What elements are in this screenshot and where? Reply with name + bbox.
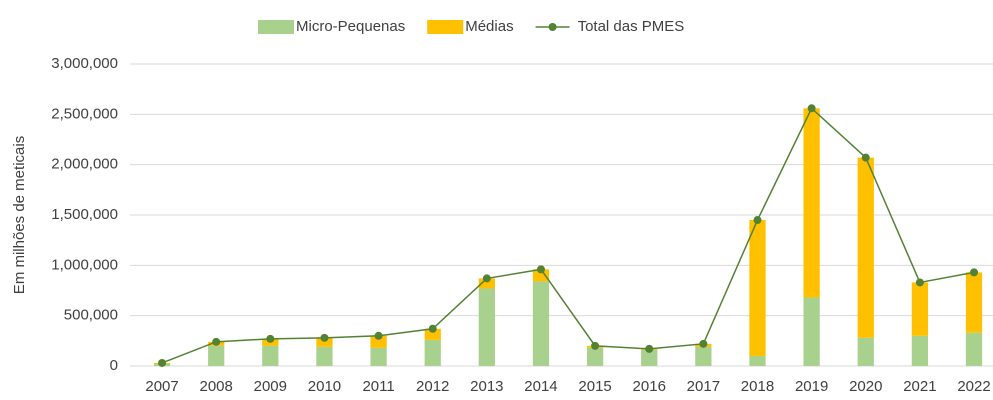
- line-marker: [266, 334, 275, 343]
- bar-segment: [424, 339, 441, 366]
- x-tick-label: 2022: [957, 378, 990, 395]
- bar-segment: [803, 297, 820, 366]
- y-tick-label: 1,500,000: [51, 206, 118, 223]
- bar-segment: [965, 272, 983, 333]
- bar-segment: [370, 347, 387, 366]
- x-tick-label: 2015: [578, 378, 611, 395]
- legend-label: Médias: [465, 18, 513, 35]
- line-marker: [645, 344, 654, 353]
- y-tick-label: 3,000,000: [51, 55, 118, 72]
- legend-label: Micro-Pequenas: [296, 18, 405, 35]
- x-tick-label: 2021: [903, 378, 936, 395]
- x-tick-label: 2014: [524, 378, 557, 395]
- bar-segment: [641, 349, 658, 366]
- x-tick-label: 2017: [687, 378, 720, 395]
- line-marker: [320, 333, 329, 342]
- bar-segment: [478, 288, 495, 366]
- bar-segment: [586, 347, 604, 366]
- line-marker: [482, 274, 491, 283]
- x-tick-label: 2016: [633, 378, 666, 395]
- bar-segment: [695, 346, 712, 366]
- line-marker: [807, 104, 816, 113]
- legend-swatch: [258, 20, 294, 34]
- bar-segment: [262, 345, 279, 366]
- line-marker: [374, 331, 383, 340]
- x-tick-label: 2012: [416, 378, 449, 395]
- bar-segment: [316, 337, 333, 347]
- x-tick-label: 2013: [470, 378, 503, 395]
- x-tick-label: 2008: [200, 378, 233, 395]
- bar-segment: [532, 281, 550, 366]
- line-marker: [536, 265, 545, 274]
- bar-segment: [532, 269, 550, 282]
- y-tick-label: 0: [110, 357, 118, 374]
- x-tick-label: 2007: [145, 378, 178, 395]
- x-tick-label: 2010: [308, 378, 341, 395]
- line: [161, 107, 975, 364]
- x-tick-label: 2018: [741, 378, 774, 395]
- y-tick-label: 500,000: [64, 307, 118, 324]
- line-marker: [753, 216, 762, 225]
- bar-segment: [208, 345, 225, 366]
- bar-segment: [749, 355, 766, 366]
- y-axis-label: Em milhões de meticais: [11, 136, 28, 294]
- bar-segment: [857, 337, 874, 366]
- line-marker: [158, 358, 167, 367]
- y-tick-label: 2,500,000: [51, 105, 118, 122]
- bar-segment: [749, 220, 766, 356]
- y-tick-label: 1,000,000: [51, 256, 118, 273]
- legend-label: Total das PMES: [578, 18, 685, 35]
- x-tick-label: 2019: [795, 378, 828, 395]
- y-tick-label: 2,000,000: [51, 156, 118, 173]
- bar-segment: [370, 335, 387, 348]
- line-marker: [970, 268, 979, 277]
- x-tick-label: 2020: [849, 378, 882, 395]
- bar-segment: [424, 328, 441, 340]
- line-marker: [699, 339, 708, 348]
- line-marker: [591, 341, 600, 350]
- bar-segment: [911, 282, 929, 336]
- line-marker: [428, 324, 437, 333]
- line-marker: [212, 337, 221, 346]
- bar-segment: [803, 108, 820, 298]
- bar-segment: [316, 346, 333, 366]
- bar-segment: [965, 332, 983, 366]
- x-tick-label: 2009: [254, 378, 287, 395]
- legend-marker: [548, 23, 557, 31]
- line-marker: [861, 153, 870, 162]
- bar-segment: [478, 278, 495, 289]
- bar-segment: [911, 335, 929, 366]
- line-marker: [915, 278, 924, 287]
- legend-swatch: [427, 20, 464, 34]
- bar-segment: [857, 157, 874, 338]
- x-tick-label: 2011: [362, 378, 394, 395]
